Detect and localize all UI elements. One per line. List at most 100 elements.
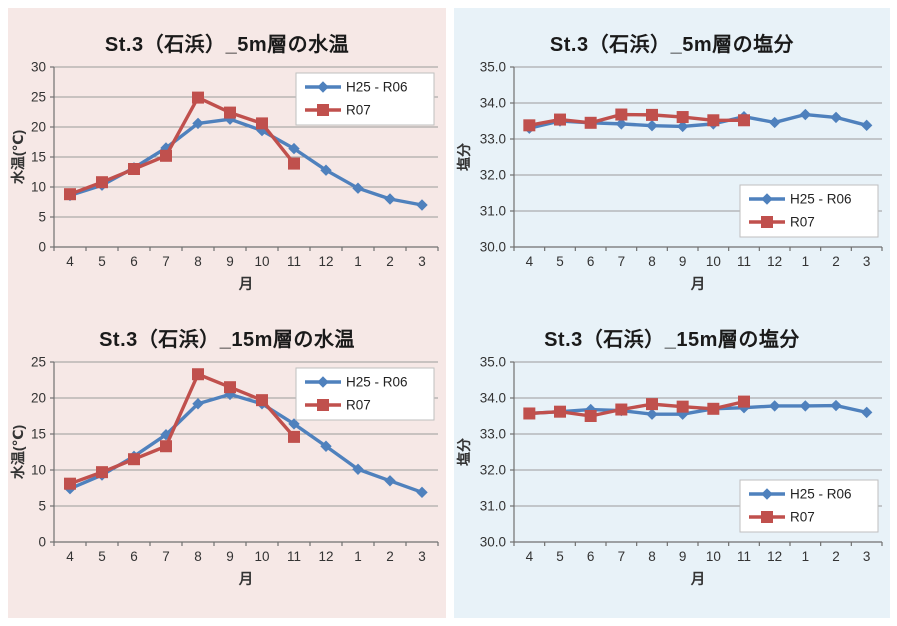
svg-text:7: 7 bbox=[162, 549, 170, 564]
svg-text:4: 4 bbox=[526, 549, 534, 564]
svg-text:1: 1 bbox=[802, 549, 810, 564]
svg-text:10: 10 bbox=[31, 463, 46, 478]
svg-text:11: 11 bbox=[737, 549, 751, 564]
svg-text:11: 11 bbox=[287, 254, 301, 269]
svg-text:3: 3 bbox=[863, 254, 871, 269]
svg-text:10: 10 bbox=[706, 254, 721, 269]
svg-text:11: 11 bbox=[737, 254, 751, 269]
svg-text:11: 11 bbox=[287, 549, 301, 564]
chart-salinity-5m: St.3（石浜）_5m層の塩分 30.0 31.0 32.0 33.0 34.0 35.0… bbox=[454, 8, 890, 313]
svg-text:10: 10 bbox=[706, 549, 721, 564]
svg-text:1: 1 bbox=[802, 254, 810, 269]
svg-text:9: 9 bbox=[226, 254, 234, 269]
axes: 30.031.032.033.034.035.04 5 6 7 8 9 10 11 12 1 2 3月… bbox=[456, 60, 883, 293]
svg-text:32.0: 32.0 bbox=[480, 168, 506, 183]
temperature-panel: St.3（石浜）_5m層の水温 0 5 10 15 20 25 30 4 5 6 7 8 9 10 11 12… bbox=[8, 8, 446, 618]
svg-text:6: 6 bbox=[587, 549, 595, 564]
svg-text:5: 5 bbox=[556, 254, 564, 269]
svg-text:8: 8 bbox=[648, 254, 656, 269]
legend: H25 - R06 R07 bbox=[739, 479, 879, 533]
plot-salinity-5m: 30.031.032.033.034.035.04 5 6 7 8 9 10 11 12 1 2 3月… bbox=[456, 60, 883, 293]
svg-text:2: 2 bbox=[832, 254, 840, 269]
svg-text:月: 月 bbox=[690, 276, 706, 293]
svg-text:R07: R07 bbox=[790, 510, 815, 525]
svg-text:2: 2 bbox=[832, 549, 840, 564]
svg-text:33.0: 33.0 bbox=[480, 427, 506, 442]
svg-text:30: 30 bbox=[31, 60, 46, 75]
axes: 30.031.032.033.034.035.04 5 6 7 8 9 10 11 12 1 2 3月… bbox=[456, 355, 883, 588]
svg-text:10: 10 bbox=[31, 180, 46, 195]
svg-text:30.0: 30.0 bbox=[480, 240, 506, 255]
svg-text:8: 8 bbox=[194, 254, 202, 269]
chart-title-water-temp-5m: St.3（石浜）_5m層の水温 bbox=[104, 34, 350, 56]
gridlines bbox=[514, 361, 882, 543]
svg-text:32.0: 32.0 bbox=[480, 463, 506, 478]
svg-text:34.0: 34.0 bbox=[480, 391, 506, 406]
svg-text:4: 4 bbox=[66, 254, 74, 269]
series-R07 bbox=[64, 91, 300, 201]
chart-salinity-15m: St.3（石浜）_15m層の塩分 30.0 31.0 32.0 33.0 34.0 35.… bbox=[454, 313, 890, 618]
series-R07 bbox=[523, 395, 750, 422]
svg-text:H25 - R06: H25 - R06 bbox=[346, 80, 408, 95]
svg-text:9: 9 bbox=[226, 549, 234, 564]
svg-text:水温(℃): 水温(℃) bbox=[10, 130, 26, 184]
series-H25-R06 bbox=[64, 113, 428, 211]
svg-text:3: 3 bbox=[863, 549, 871, 564]
svg-text:20: 20 bbox=[31, 120, 46, 135]
svg-text:3: 3 bbox=[418, 549, 426, 564]
svg-text:R07: R07 bbox=[346, 103, 371, 118]
svg-text:25: 25 bbox=[31, 355, 46, 370]
svg-text:5: 5 bbox=[38, 499, 46, 514]
svg-text:10: 10 bbox=[254, 254, 269, 269]
series-H25-R06 bbox=[523, 399, 873, 420]
svg-text:6: 6 bbox=[130, 549, 138, 564]
svg-text:R07: R07 bbox=[346, 398, 371, 413]
series-R07 bbox=[523, 108, 750, 132]
svg-text:15: 15 bbox=[31, 150, 46, 165]
svg-text:0: 0 bbox=[38, 535, 46, 550]
legend: H25 - R06 R07 bbox=[295, 72, 435, 126]
gridlines bbox=[54, 66, 438, 248]
svg-text:1: 1 bbox=[354, 254, 362, 269]
svg-text:7: 7 bbox=[162, 254, 170, 269]
chart-water-temp-5m: St.3（石浜）_5m層の水温 0 5 10 15 20 25 30 4 5 6 7 8 9 10 11 12… bbox=[8, 8, 446, 313]
svg-text:31.0: 31.0 bbox=[480, 499, 506, 514]
svg-text:33.0: 33.0 bbox=[480, 132, 506, 147]
svg-text:12: 12 bbox=[767, 254, 782, 269]
svg-text:20: 20 bbox=[31, 391, 46, 406]
svg-text:2: 2 bbox=[386, 254, 394, 269]
svg-text:5: 5 bbox=[98, 549, 106, 564]
svg-text:8: 8 bbox=[194, 549, 202, 564]
svg-text:35.0: 35.0 bbox=[480, 60, 506, 75]
svg-text:6: 6 bbox=[130, 254, 138, 269]
svg-text:7: 7 bbox=[618, 254, 626, 269]
plot-salinity-15m: 30.031.032.033.034.035.04 5 6 7 8 9 10 11 12 1 2 3月… bbox=[456, 355, 883, 588]
svg-text:15: 15 bbox=[31, 427, 46, 442]
svg-text:5: 5 bbox=[38, 210, 46, 225]
svg-text:6: 6 bbox=[587, 254, 595, 269]
svg-text:月: 月 bbox=[690, 571, 706, 588]
svg-text:12: 12 bbox=[318, 549, 333, 564]
svg-text:8: 8 bbox=[648, 549, 656, 564]
svg-text:水温(℃): 水温(℃) bbox=[10, 425, 26, 479]
svg-text:35.0: 35.0 bbox=[480, 355, 506, 370]
svg-text:25: 25 bbox=[31, 90, 46, 105]
svg-text:H25 - R06: H25 - R06 bbox=[790, 192, 852, 207]
svg-text:31.0: 31.0 bbox=[480, 204, 506, 219]
svg-text:5: 5 bbox=[556, 549, 564, 564]
chart-title-salinity-5m: St.3（石浜）_5m層の塩分 bbox=[549, 34, 795, 56]
svg-text:7: 7 bbox=[618, 549, 626, 564]
chart-water-temp-15m: St.3（石浜）_15m層の水温 0 5 10 15 20 25 4 5 6 7 8 9 10 11 12 1… bbox=[8, 313, 446, 618]
svg-text:月: 月 bbox=[238, 276, 254, 293]
svg-text:4: 4 bbox=[526, 254, 534, 269]
legend: H25 - R06 R07 bbox=[295, 367, 435, 421]
chart-title-water-temp-15m: St.3（石浜）_15m層の水温 bbox=[99, 329, 355, 351]
salinity-panel: St.3（石浜）_5m層の塩分 30.0 31.0 32.0 33.0 34.0 35.0… bbox=[454, 8, 890, 618]
svg-text:12: 12 bbox=[318, 254, 333, 269]
svg-text:1: 1 bbox=[354, 549, 362, 564]
